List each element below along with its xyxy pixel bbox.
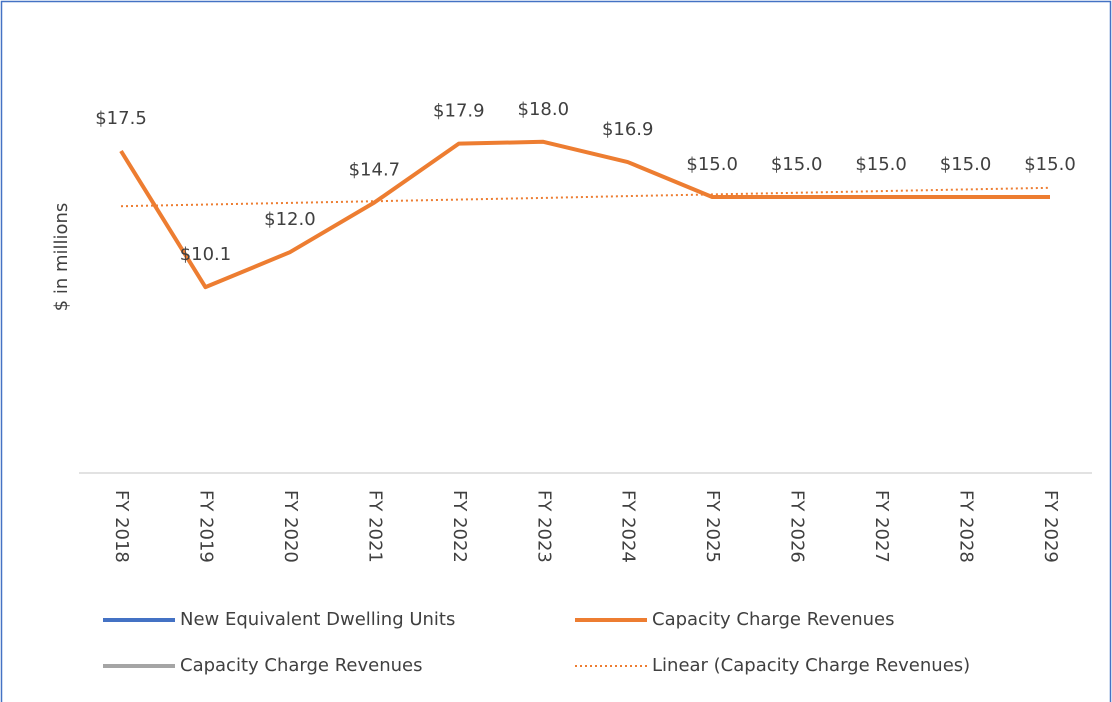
data-label: $18.0 (518, 99, 570, 120)
data-label: $12.0 (264, 209, 316, 230)
x-tick-label: FY 2018 (111, 490, 132, 563)
x-tick-label: FY 2028 (956, 490, 977, 563)
legend-label: Linear (Capacity Charge Revenues) (652, 655, 970, 676)
data-label: $15.0 (686, 154, 738, 175)
x-tick-label: FY 2026 (787, 490, 808, 563)
legend-label: New Equivalent Dwelling Units (180, 609, 455, 630)
x-tick-label: FY 2027 (871, 490, 892, 563)
series-line (119, 139, 1050, 290)
x-tick-label: FY 2021 (364, 490, 385, 563)
x-tick-label: FY 2029 (1040, 490, 1061, 563)
data-label: $16.9 (602, 119, 654, 140)
x-tick-label: FY 2019 (195, 490, 216, 563)
x-tick-label: FY 2025 (702, 490, 723, 563)
y-axis-label: $ in millions (51, 203, 72, 312)
data-label: $15.0 (1024, 154, 1076, 175)
data-label: $15.0 (940, 154, 992, 175)
data-label: $15.0 (855, 154, 907, 175)
data-label: $14.7 (349, 160, 401, 181)
data-label: $17.5 (95, 108, 147, 129)
x-tick-label: FY 2023 (533, 490, 554, 563)
x-tick-label: FY 2024 (618, 490, 639, 563)
legend-label: Capacity Charge Revenues (180, 655, 422, 676)
data-label: $17.9 (433, 101, 485, 122)
x-tick-label: FY 2022 (449, 490, 470, 563)
data-label: $10.1 (180, 244, 232, 265)
x-tick-label: FY 2020 (280, 490, 301, 563)
legend-label: Capacity Charge Revenues (652, 609, 894, 630)
data-label: $15.0 (771, 154, 823, 175)
